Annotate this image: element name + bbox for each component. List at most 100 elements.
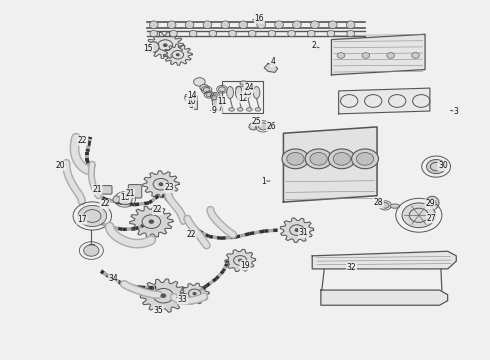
Circle shape — [402, 203, 436, 228]
Text: 22: 22 — [187, 230, 196, 239]
FancyBboxPatch shape — [97, 186, 112, 194]
Text: 5: 5 — [218, 99, 222, 108]
Circle shape — [282, 149, 309, 169]
Ellipse shape — [149, 21, 158, 29]
Text: 34: 34 — [108, 274, 118, 283]
Ellipse shape — [237, 108, 243, 111]
Circle shape — [430, 162, 442, 171]
Circle shape — [200, 84, 209, 91]
FancyBboxPatch shape — [222, 81, 263, 113]
Ellipse shape — [235, 86, 242, 99]
Ellipse shape — [245, 86, 251, 99]
Ellipse shape — [168, 21, 176, 29]
Circle shape — [295, 229, 298, 231]
Text: 14: 14 — [187, 91, 197, 100]
Ellipse shape — [346, 21, 355, 29]
Circle shape — [234, 256, 247, 265]
Text: 30: 30 — [438, 161, 448, 170]
Circle shape — [176, 54, 179, 56]
Circle shape — [333, 153, 350, 165]
Circle shape — [84, 210, 101, 222]
Ellipse shape — [227, 86, 233, 99]
Ellipse shape — [236, 86, 245, 90]
Polygon shape — [143, 171, 179, 198]
Ellipse shape — [248, 30, 256, 37]
Ellipse shape — [170, 30, 177, 37]
Ellipse shape — [150, 30, 158, 37]
Circle shape — [258, 123, 268, 130]
Circle shape — [328, 149, 355, 169]
Ellipse shape — [311, 21, 319, 29]
Text: 31: 31 — [299, 229, 308, 238]
Ellipse shape — [328, 21, 337, 29]
Polygon shape — [147, 32, 184, 59]
Bar — [192, 97, 197, 109]
Circle shape — [206, 93, 212, 97]
Ellipse shape — [113, 196, 120, 203]
Polygon shape — [264, 64, 278, 72]
Circle shape — [356, 153, 374, 165]
Text: 20: 20 — [55, 161, 65, 170]
Ellipse shape — [428, 199, 436, 207]
Ellipse shape — [347, 30, 354, 37]
Ellipse shape — [203, 21, 212, 29]
Circle shape — [212, 94, 218, 98]
Circle shape — [239, 260, 242, 261]
Polygon shape — [249, 123, 257, 130]
Circle shape — [305, 149, 332, 169]
Circle shape — [337, 53, 345, 58]
Ellipse shape — [212, 99, 219, 102]
Ellipse shape — [246, 108, 252, 111]
Ellipse shape — [327, 30, 335, 37]
Circle shape — [362, 53, 369, 58]
Circle shape — [164, 44, 167, 46]
Circle shape — [290, 225, 304, 235]
Text: 21: 21 — [125, 189, 134, 198]
Circle shape — [142, 215, 161, 229]
Text: 17: 17 — [77, 215, 87, 224]
Ellipse shape — [240, 81, 247, 85]
Polygon shape — [312, 251, 456, 269]
Text: 10: 10 — [186, 97, 196, 106]
Text: 33: 33 — [178, 295, 188, 304]
Circle shape — [158, 40, 172, 51]
Text: 22: 22 — [100, 199, 110, 208]
Text: 3: 3 — [454, 107, 459, 116]
Polygon shape — [180, 283, 209, 304]
Circle shape — [287, 153, 304, 165]
Ellipse shape — [229, 108, 234, 111]
Ellipse shape — [390, 204, 400, 208]
Polygon shape — [140, 279, 186, 312]
Text: 26: 26 — [267, 122, 276, 131]
Text: 11: 11 — [218, 97, 227, 106]
Text: 22: 22 — [153, 206, 162, 215]
Circle shape — [426, 159, 446, 174]
Ellipse shape — [257, 21, 266, 29]
Text: 29: 29 — [425, 199, 435, 208]
Ellipse shape — [148, 42, 159, 52]
Circle shape — [172, 50, 184, 59]
Circle shape — [409, 208, 428, 222]
Ellipse shape — [239, 21, 247, 29]
Circle shape — [153, 288, 173, 303]
Circle shape — [194, 78, 205, 86]
Text: 15: 15 — [143, 44, 153, 53]
Text: 4: 4 — [270, 57, 275, 66]
Text: 27: 27 — [426, 213, 436, 222]
Text: 6: 6 — [183, 94, 188, 103]
Polygon shape — [163, 44, 192, 66]
Text: 23: 23 — [164, 183, 174, 192]
Ellipse shape — [255, 108, 261, 111]
Text: 18: 18 — [120, 193, 130, 202]
Circle shape — [193, 293, 196, 294]
Circle shape — [352, 149, 378, 169]
Text: 22: 22 — [78, 136, 87, 145]
Circle shape — [159, 183, 163, 185]
Ellipse shape — [189, 30, 197, 37]
Ellipse shape — [293, 21, 301, 29]
Circle shape — [121, 197, 129, 202]
Circle shape — [188, 289, 201, 298]
Text: 32: 32 — [347, 263, 356, 272]
Text: 9: 9 — [211, 106, 216, 115]
Ellipse shape — [275, 21, 283, 29]
